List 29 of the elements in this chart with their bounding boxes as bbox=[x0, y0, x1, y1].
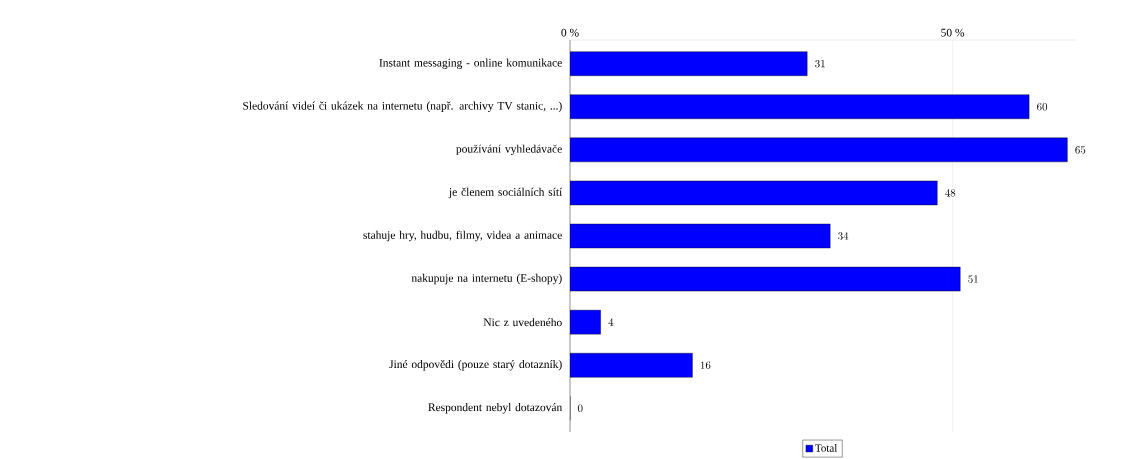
data-label: 34 bbox=[838, 232, 849, 240]
y-tick-label: Respondent nebyl dotazován bbox=[428, 403, 563, 414]
y-tick-label: stahuje hry, hudbu, filmy, videa a animace bbox=[363, 230, 562, 242]
data-label: 16 bbox=[700, 361, 711, 369]
x-tick-label: 50 % bbox=[941, 28, 965, 37]
y-tick-label: Nic z uvedeného bbox=[483, 318, 562, 327]
legend-label: Total bbox=[815, 444, 838, 452]
data-label: 31 bbox=[815, 59, 825, 68]
data-label: 4 bbox=[608, 318, 614, 326]
bar bbox=[570, 94, 1030, 119]
bar bbox=[570, 180, 938, 206]
bar bbox=[570, 266, 961, 292]
data-label: 48 bbox=[945, 189, 956, 197]
y-tick-label: Jiné odpovědi (pouze starý dotazník) bbox=[389, 360, 562, 371]
bar bbox=[570, 353, 693, 378]
bar bbox=[570, 309, 601, 335]
bar bbox=[570, 223, 831, 249]
y-tick-label: nakupuje na internetu (E-shopy) bbox=[411, 273, 562, 285]
bar bbox=[570, 137, 1068, 163]
bar bbox=[570, 51, 808, 76]
data-label: 51 bbox=[968, 275, 978, 283]
data-label: 0 bbox=[577, 404, 583, 413]
y-tick-label: Sledování videí či ukázek na internetu (např. archivy TV stanic, ...) bbox=[243, 101, 562, 112]
data-label: 65 bbox=[1075, 146, 1086, 154]
data-label: 60 bbox=[1037, 103, 1048, 111]
x-tick-label: 0 % bbox=[561, 28, 579, 37]
y-tick-label: Instant messaging - online komunikace bbox=[379, 58, 562, 69]
y-tick-label: používání vyhledávače bbox=[456, 144, 562, 156]
y-tick-label: je členem sociálních sítí bbox=[448, 187, 563, 199]
